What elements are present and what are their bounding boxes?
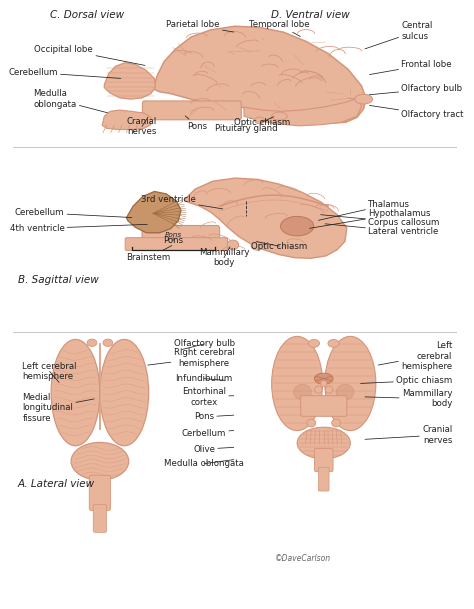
Text: A. Lateral view: A. Lateral view [18, 479, 95, 490]
Polygon shape [153, 26, 366, 124]
Text: Hypothalamus: Hypothalamus [310, 209, 430, 228]
FancyBboxPatch shape [143, 101, 241, 120]
Text: 4th ventricle: 4th ventricle [9, 224, 147, 233]
Ellipse shape [355, 94, 373, 104]
Text: Mammillary
body: Mammillary body [365, 389, 452, 409]
Text: Occipital lobe: Occipital lobe [35, 45, 145, 65]
Text: Brainstem: Brainstem [127, 245, 172, 262]
Ellipse shape [293, 384, 311, 400]
Text: Olfactory bulb: Olfactory bulb [173, 339, 235, 350]
Text: Right cerebral
hemisphere: Right cerebral hemisphere [148, 348, 235, 368]
Text: 3rd ventricle: 3rd ventricle [141, 195, 223, 209]
Ellipse shape [297, 428, 350, 459]
Text: Optic chiasm: Optic chiasm [251, 242, 308, 251]
Ellipse shape [325, 386, 333, 393]
Polygon shape [127, 191, 181, 233]
FancyBboxPatch shape [314, 448, 333, 471]
Ellipse shape [103, 339, 113, 347]
Text: Central
sulcus: Central sulcus [365, 21, 433, 49]
Ellipse shape [309, 339, 319, 347]
Text: Left
cerebral
hemisphere: Left cerebral hemisphere [378, 341, 452, 371]
Text: Olive: Olive [193, 445, 234, 454]
Text: Frontal lobe: Frontal lobe [369, 60, 452, 74]
Text: Cerebellum: Cerebellum [15, 208, 132, 217]
Text: C. Dorsal view: C. Dorsal view [50, 10, 124, 20]
Ellipse shape [272, 112, 287, 120]
Text: Temporal lobe: Temporal lobe [249, 21, 310, 37]
Ellipse shape [251, 242, 264, 250]
Ellipse shape [87, 339, 97, 347]
Ellipse shape [71, 442, 129, 480]
FancyBboxPatch shape [319, 467, 329, 491]
Text: Optic chiasm: Optic chiasm [361, 376, 452, 385]
FancyBboxPatch shape [142, 225, 219, 247]
Ellipse shape [100, 339, 149, 446]
Text: Mammillary
body: Mammillary body [199, 247, 249, 267]
Text: Thalamus: Thalamus [319, 200, 410, 220]
Polygon shape [104, 63, 155, 99]
Text: Pituitary gland: Pituitary gland [215, 121, 277, 133]
FancyBboxPatch shape [89, 475, 110, 510]
Ellipse shape [307, 419, 316, 427]
Text: D. Ventral view: D. Ventral view [271, 10, 350, 20]
Text: Cerbellum: Cerbellum [182, 429, 234, 438]
Text: Medial
longitudinal
fissure: Medial longitudinal fissure [22, 393, 94, 423]
Text: B. Sagittal view: B. Sagittal view [18, 275, 99, 286]
Ellipse shape [227, 240, 238, 250]
Text: Olfactory bulb: Olfactory bulb [369, 84, 463, 95]
Text: ©DaveCarlson: ©DaveCarlson [275, 554, 331, 563]
Text: Medulla oblongata: Medulla oblongata [164, 459, 244, 468]
Text: Cerebellum: Cerebellum [8, 68, 121, 79]
Ellipse shape [328, 339, 339, 347]
Text: Pons: Pons [163, 236, 183, 245]
FancyBboxPatch shape [301, 396, 347, 417]
Polygon shape [184, 178, 347, 258]
Text: Optic chiasm: Optic chiasm [234, 117, 290, 127]
Text: Pons: Pons [185, 116, 208, 131]
Text: Cranial
nerves: Cranial nerves [127, 117, 157, 136]
Text: Cranial
nerves: Cranial nerves [365, 426, 452, 445]
Ellipse shape [272, 336, 323, 431]
Text: Entorhinal
cortex: Entorhinal cortex [182, 387, 234, 407]
Text: Pons: Pons [194, 412, 234, 421]
Ellipse shape [315, 386, 322, 393]
Text: Parietal lobe: Parietal lobe [166, 21, 234, 32]
FancyBboxPatch shape [125, 238, 228, 250]
Ellipse shape [325, 336, 376, 431]
Text: Medulla
oblongata: Medulla oblongata [33, 90, 108, 113]
Ellipse shape [332, 419, 341, 427]
Text: Olfactory tract: Olfactory tract [369, 105, 464, 119]
Text: Left cerebral
hemisphere: Left cerebral hemisphere [22, 362, 77, 382]
Text: Corpus callosum: Corpus callosum [321, 215, 439, 227]
Text: Lateral ventricle: Lateral ventricle [325, 224, 438, 236]
Ellipse shape [255, 117, 264, 124]
Text: Infundibulum: Infundibulum [175, 374, 233, 383]
Ellipse shape [314, 373, 333, 384]
Ellipse shape [51, 339, 100, 446]
Ellipse shape [320, 381, 327, 387]
Polygon shape [244, 98, 361, 126]
Polygon shape [102, 110, 151, 130]
Text: Pons: Pons [164, 231, 182, 238]
Ellipse shape [336, 384, 354, 400]
FancyBboxPatch shape [93, 504, 107, 532]
Ellipse shape [281, 216, 314, 236]
